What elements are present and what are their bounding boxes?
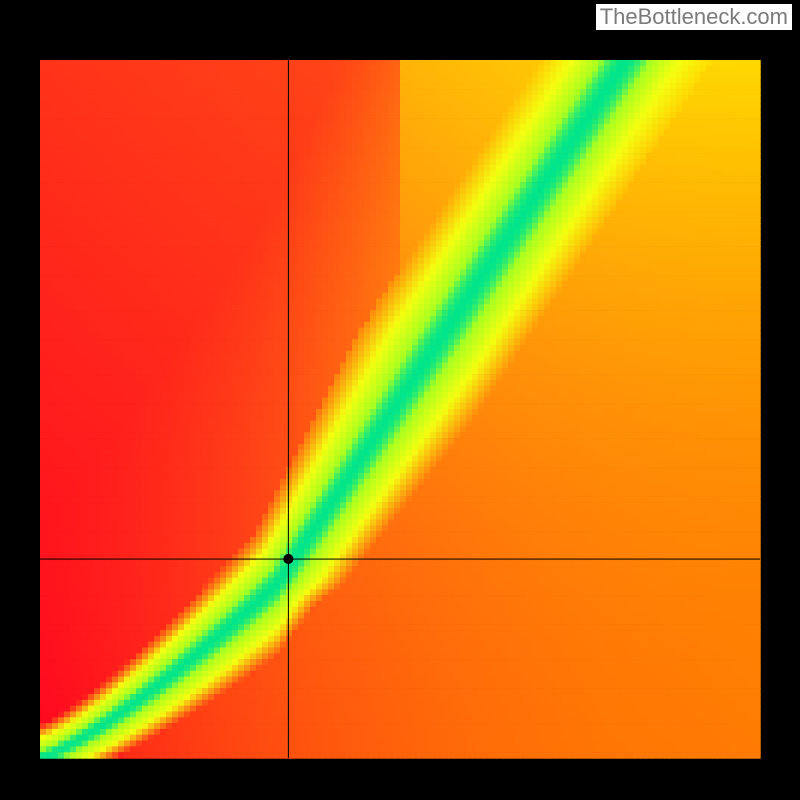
- watermark-text: TheBottleneck.com: [596, 4, 792, 30]
- bottleneck-heatmap: [0, 30, 800, 800]
- chart-area: [0, 30, 800, 800]
- root-container: TheBottleneck.com: [0, 0, 800, 800]
- header-bar: TheBottleneck.com: [0, 0, 800, 30]
